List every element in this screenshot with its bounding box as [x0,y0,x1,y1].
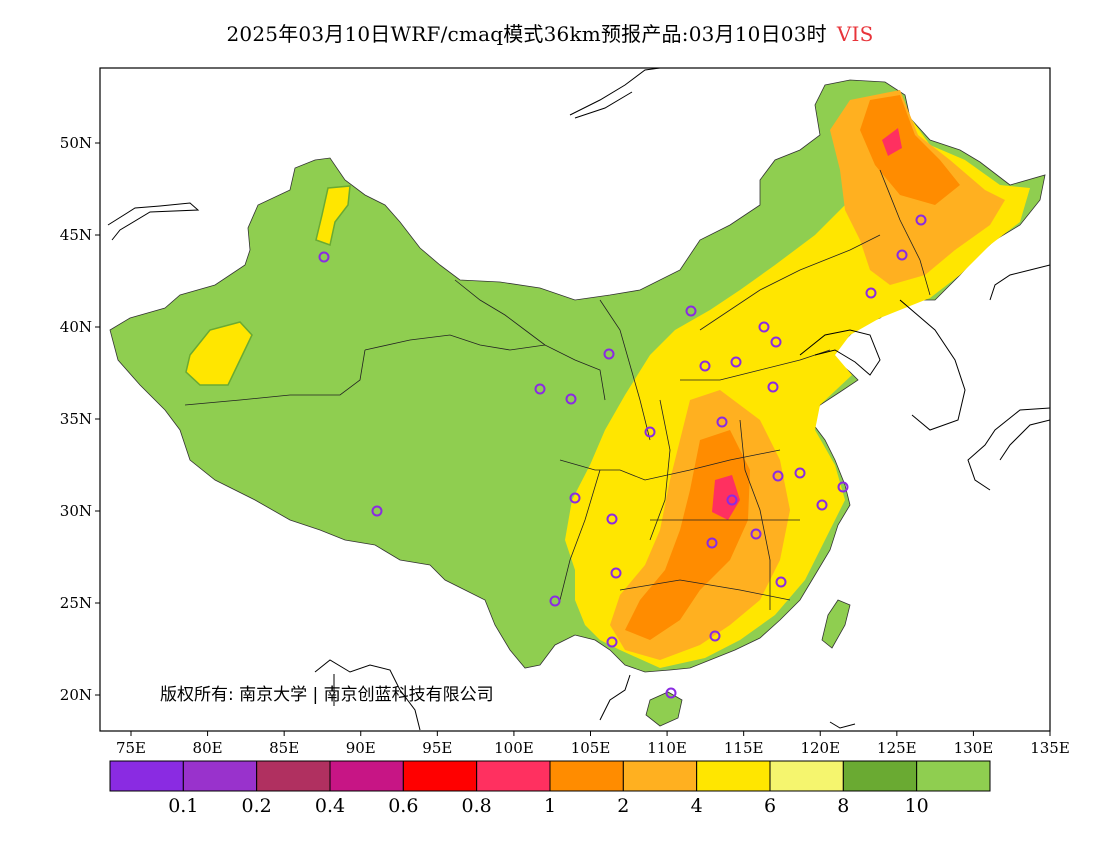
lat-label: 20N [60,686,92,704]
legend-swatch [696,760,771,792]
lon-label: 120E [800,739,840,757]
lon-label: 115E [724,739,764,757]
station-marker [534,383,546,395]
legend-threshold-label: 1 [544,795,556,817]
map-title: 2025年03月10日WRF/cmaq模式36km预报产品:03月10日03时 V… [0,18,1100,47]
legend-swatch [109,760,184,792]
legend-swatch [329,760,404,792]
station-marker [896,249,908,261]
legend-threshold-label: 0.4 [315,795,345,817]
legend-threshold-label: 10 [905,795,929,817]
station-marker [730,356,742,368]
lon-label: 95E [422,739,452,757]
station-marker [758,321,770,333]
station-marker [606,636,618,648]
lon-label: 90E [346,739,376,757]
lon-label: 85E [269,739,299,757]
vis-pocket-tarim [185,321,253,386]
station-marker [750,528,762,540]
vis-band-2-4-ne [860,95,960,205]
lat-label: 45N [60,226,92,244]
copyright-text: 版权所有: 南京大学 | 南京创蓝科技有限公司 [160,685,494,705]
latitude-axis: 20N 25N 30N 35N 40N 45N 50N [60,134,100,704]
station-marker [716,416,728,428]
station-marker [709,630,721,642]
station-marker [726,494,738,506]
station-marker [569,492,581,504]
lat-label: 30N [60,502,92,520]
neighbour-outlines [107,68,1050,731]
legend-swatch [402,760,478,792]
legend-threshold-label: 0.8 [462,795,492,817]
station-marker [699,360,711,372]
legend-swatch [476,760,551,792]
title-text: 2025年03月10日WRF/cmaq模式36km预报产品:03月10日03时 [226,22,827,46]
station-marker [915,214,927,226]
lat-label: 35N [60,410,92,428]
taiwan-island [821,599,851,649]
legend-threshold-label: 0.2 [242,795,272,817]
hainan-island [645,691,683,727]
station-marker [772,470,784,482]
legend-threshold-label: 4 [691,795,703,817]
lon-label: 75E [116,739,146,757]
lat-label: 50N [60,134,92,152]
station-marker [865,287,877,299]
lon-label: 135E [1030,739,1070,757]
legend-swatch [182,760,258,792]
lon-label: 100E [494,739,534,757]
lon-label: 125E [877,739,917,757]
map-body [107,68,1050,731]
station-marker [685,305,697,317]
station-marker [606,513,618,525]
station-marker [775,576,787,588]
lat-label: 40N [60,318,92,336]
station-marker [794,467,806,479]
legend-swatch [256,760,331,792]
vis-band-1-2-ne [882,128,902,156]
station-marker [610,567,622,579]
legend-threshold-label: 0.1 [168,795,198,817]
station-marker [837,481,849,493]
station-marker [371,505,383,517]
legend-threshold-label: 6 [764,795,776,817]
visibility-legend: 0.1 0.2 0.4 0.6 0.8 1 2 4 6 8 10 [109,760,991,817]
title-variable: VIS [836,22,874,46]
station-marker [767,381,779,393]
legend-threshold-label: 8 [837,795,849,817]
vis-band-1-2 [712,475,740,520]
province-borders [184,169,931,610]
station-marker [816,499,828,511]
lon-label: 80E [193,739,223,757]
lon-label: 105E [571,739,611,757]
station-marker [318,251,330,263]
station-marker [770,336,782,348]
station-marker [565,393,577,405]
lat-label: 25N [60,594,92,612]
legend-threshold-label: 2 [617,795,629,817]
lon-label: 110E [647,739,687,757]
legend-swatch [622,760,698,792]
station-marker [549,595,561,607]
legend-swatch [769,760,844,792]
longitude-axis: 75E 80E 85E 90E 95E 100E 105E 110E 115E 120E 125E 1… [116,731,1070,757]
lon-label: 130E [954,739,994,757]
legend-swatch [916,760,991,792]
station-marker [603,348,615,360]
legend-swatch [842,760,918,792]
vis-pocket-xinjiang-north [315,185,351,246]
legend-swatch [549,760,624,792]
station-marker [706,537,718,549]
legend-threshold-label: 0.6 [388,795,418,817]
station-marker [644,426,656,438]
station-markers [318,214,927,699]
station-marker [665,687,677,699]
